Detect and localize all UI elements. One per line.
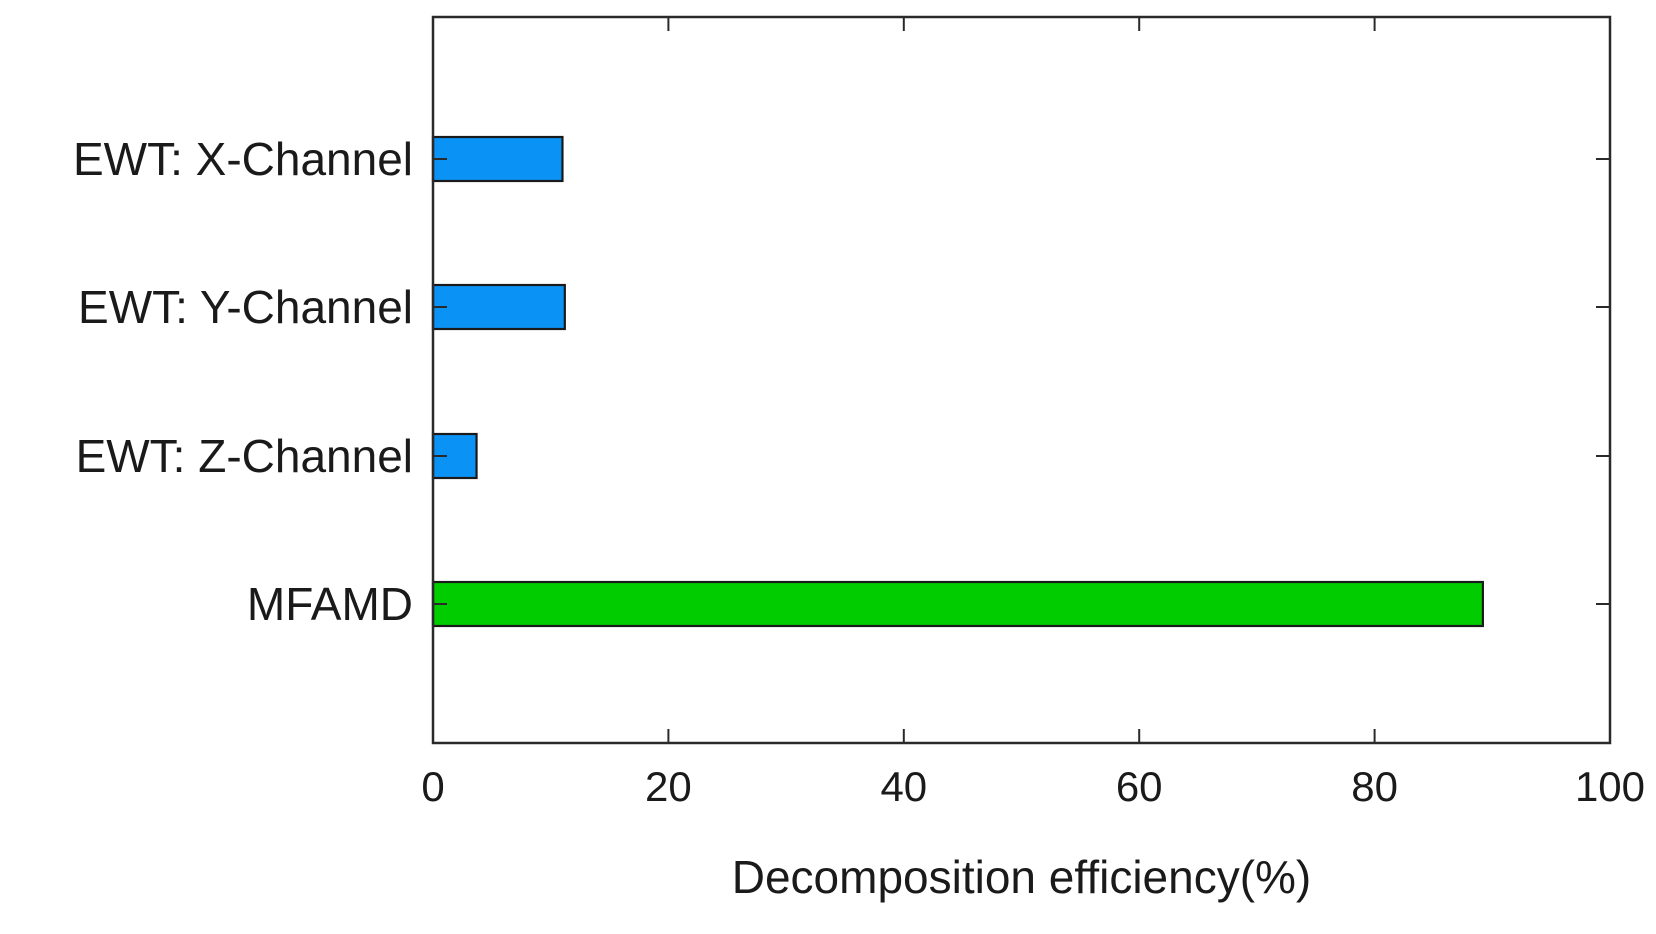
bar-mfamd (431, 580, 1484, 628)
bars-layer (431, 135, 1484, 628)
y-tick-label: EWT: Z-Channel (76, 430, 413, 482)
x-tick-label: 80 (1351, 763, 1398, 810)
plot-frame (431, 15, 1612, 745)
y-tick-label: EWT: X-Channel (73, 133, 413, 185)
x-axis-title: Decomposition efficiency(%) (732, 851, 1312, 903)
x-tick-label: 100 (1575, 763, 1645, 810)
ticks-layer (432, 17, 1611, 743)
x-tick-label: 40 (880, 763, 927, 810)
x-tick-label: 0 (421, 763, 444, 810)
y-tick-label: EWT: Y-Channel (78, 281, 413, 333)
labels-layer: EWT: X-Channel EWT: Y-Channel EWT: Z-Chann… (73, 133, 1645, 810)
y-tick-label: MFAMD (247, 578, 413, 630)
bar-ewt-y-channel (431, 283, 566, 331)
x-tick-label: 20 (645, 763, 692, 810)
x-tick-label: 60 (1116, 763, 1163, 810)
bar-ewt-x-channel (431, 135, 564, 183)
